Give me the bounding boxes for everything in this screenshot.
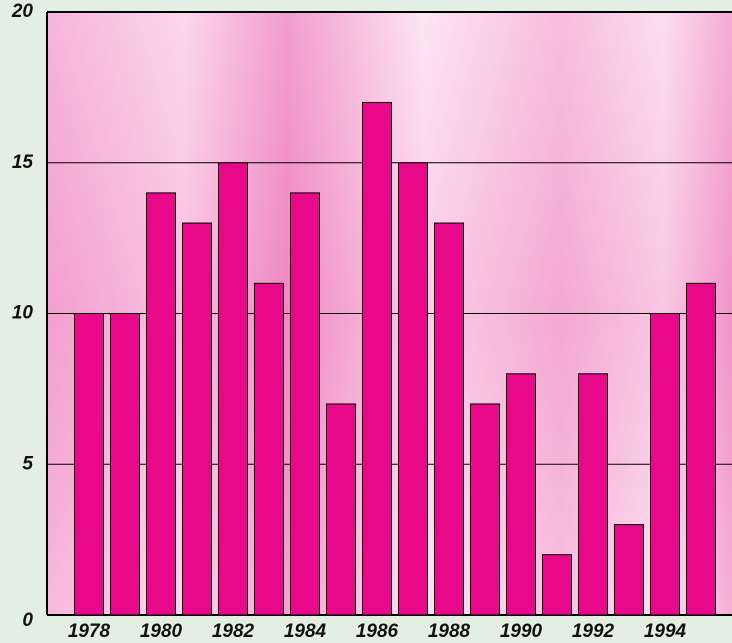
- x-tick-label: 1980: [140, 621, 183, 642]
- x-tick-label: 1986: [356, 621, 399, 642]
- x-tick-label: 1990: [500, 621, 543, 642]
- x-tick-label: 1988: [428, 621, 471, 642]
- bar: [578, 373, 608, 616]
- bar: [362, 101, 392, 616]
- bar: [542, 554, 572, 616]
- bar: [326, 403, 356, 616]
- bar: [650, 313, 680, 616]
- bar: [434, 222, 464, 616]
- bar: [182, 222, 212, 616]
- bar: [470, 403, 500, 616]
- x-tick-label: 1978: [68, 621, 111, 642]
- bar: [146, 192, 176, 616]
- x-tick-label: 1992: [572, 621, 615, 642]
- y-tick-label: 10: [12, 303, 34, 324]
- bar: [686, 282, 716, 616]
- y-tick-label: 0: [22, 610, 33, 631]
- y-tick-label: 20: [11, 1, 34, 22]
- bar: [110, 313, 140, 616]
- x-tick-label: 1982: [212, 621, 255, 642]
- bar: [254, 282, 284, 616]
- bar: [290, 192, 320, 616]
- x-tick-label: 1994: [644, 621, 687, 642]
- bar: [74, 313, 104, 616]
- bar: [398, 162, 428, 616]
- bar: [218, 162, 248, 616]
- y-tick-label: 5: [22, 453, 33, 474]
- y-tick-label: 15: [12, 152, 34, 173]
- bar: [506, 373, 536, 616]
- x-tick-label: 1984: [284, 621, 327, 642]
- bar: [614, 524, 644, 616]
